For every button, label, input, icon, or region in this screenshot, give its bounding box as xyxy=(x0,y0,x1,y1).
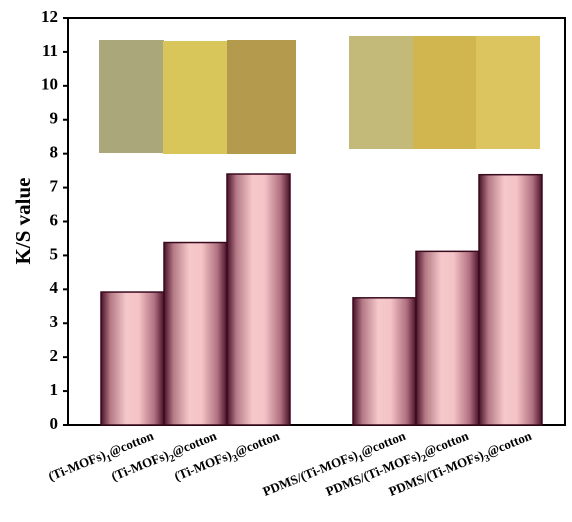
y-tick-label: 10 xyxy=(41,75,58,94)
y-tick-label: 0 xyxy=(50,414,59,433)
x-tick-label: (Ti-MOFs)3@cotton xyxy=(172,428,284,488)
fabric-swatch xyxy=(349,36,414,149)
y-tick-label: 9 xyxy=(50,109,59,128)
bar xyxy=(227,174,290,425)
y-tick-label: 3 xyxy=(50,312,59,331)
fabric-swatch xyxy=(476,36,540,149)
y-tick-label: 6 xyxy=(50,210,59,229)
fabric-swatch xyxy=(227,40,296,154)
y-tick-label: 4 xyxy=(50,278,59,297)
y-tick-label: 2 xyxy=(50,346,59,365)
y-tick-label: 5 xyxy=(50,244,59,263)
bar xyxy=(101,292,164,425)
fabric-photos xyxy=(99,36,540,154)
y-tick-label: 12 xyxy=(41,7,58,26)
y-axis-label: K/S value xyxy=(11,178,35,265)
fabric-swatch xyxy=(99,40,164,153)
chart: K/S value 0123456789101112(Ti-MOFs)1@cot… xyxy=(0,0,572,522)
y-tick-label: 7 xyxy=(50,176,59,195)
bar xyxy=(416,251,479,425)
bar xyxy=(164,243,227,425)
bar xyxy=(479,175,542,425)
y-tick-label: 1 xyxy=(50,380,59,399)
y-tick-label: 11 xyxy=(42,41,58,60)
y-tick-label: 8 xyxy=(50,143,59,162)
bar xyxy=(353,298,416,425)
fabric-swatch xyxy=(413,36,477,149)
fabric-swatch xyxy=(163,41,228,154)
